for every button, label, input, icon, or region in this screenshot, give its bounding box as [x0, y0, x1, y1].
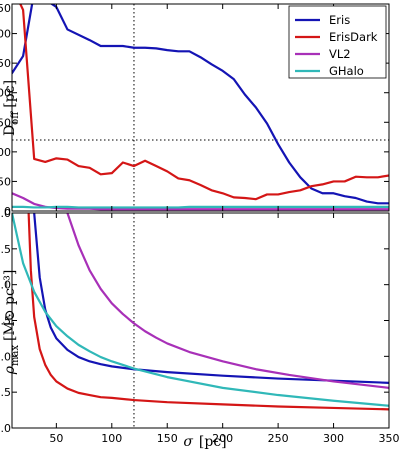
top-ytick-label: 350 [0, 2, 11, 15]
top-ylabel: Doff [pc] [2, 80, 21, 136]
bottom-series-vl2 [66, 213, 389, 389]
top-plot-frame [11, 3, 390, 212]
legend: Eris ErisDark VL2 GHalo [288, 5, 387, 79]
bottom-series-erisdark [27, 213, 389, 411]
top-ytick-label: 300 [0, 28, 11, 41]
bottom-xlabel-main: σ [183, 434, 193, 450]
top-ylabel-main: D [2, 125, 18, 136]
bottom-series-eris [33, 213, 389, 384]
legend-label-vl2: VL2 [329, 47, 351, 61]
top-series-eris [12, 4, 389, 205]
top-series-ghalo [12, 205, 389, 209]
bottom-xtick-label: 100 [101, 432, 122, 445]
legend-box [288, 5, 387, 79]
bottom-ytick-label: 3.0 [0, 207, 11, 220]
bottom-ytick-label: 2.5 [0, 243, 11, 256]
bottom-ytick-label: 1.5 [0, 315, 11, 328]
top-panel: 0 50 100 150 200 250 300 350 Doff [pc] Eris ErisD… [0, 2, 390, 218]
top-ytick-label: 250 [0, 57, 11, 70]
legend-label-erisdark: ErisDark [329, 30, 378, 44]
bottom-ytick-label: 0.5 [0, 386, 11, 399]
bottom-series-ghalo [12, 213, 389, 407]
top-ytick-label: 0 [4, 205, 11, 218]
bottom-xlabel-unit: [pc] [199, 434, 227, 450]
top-ylabel-sub: off [10, 111, 21, 125]
bottom-ylabel: ρmax [M⊙ pc⁻³] [2, 270, 21, 376]
top-ytick-label: 200 [0, 87, 11, 100]
bottom-ylabel-sub: max [10, 345, 21, 366]
top-ytick-label: 50 [0, 175, 11, 188]
bottom-plot-area [12, 213, 389, 428]
legend-label-eris: Eris [329, 13, 350, 27]
bottom-ytick-label: 1.0 [0, 350, 11, 363]
bottom-xtick-label: 300 [323, 432, 344, 445]
top-ylabel-unit: [pc] [2, 80, 18, 108]
bottom-ylabel-unit: [M⊙ pc⁻³] [2, 270, 18, 341]
bottom-xtick-label: 250 [268, 432, 289, 445]
top-ytick-label: 100 [0, 146, 11, 159]
bottom-ytick-label: 0.0 [0, 422, 11, 435]
top-series-vl2 [12, 192, 389, 211]
bottom-ytick-label: 2.0 [0, 279, 11, 292]
top-series-erisdark [19, 4, 389, 201]
bottom-xtick-label: 350 [379, 432, 400, 445]
bottom-panel: 0.0 0.5 1.0 1.5 2.0 2.5 3.0 50 100 150 200 250 300 3… [0, 207, 400, 450]
legend-label-ghalo: GHalo [329, 64, 364, 78]
bottom-xtick-label: 50 [49, 432, 63, 445]
bottom-ylabel-main: ρ [2, 365, 18, 375]
top-ytick-label: 150 [0, 116, 11, 129]
bottom-xlabel: σ [pc] [183, 434, 226, 450]
bottom-plot-frame [11, 212, 390, 429]
bottom-xtick-label: 150 [157, 432, 178, 445]
bottom-xtick-label: 200 [212, 432, 233, 445]
